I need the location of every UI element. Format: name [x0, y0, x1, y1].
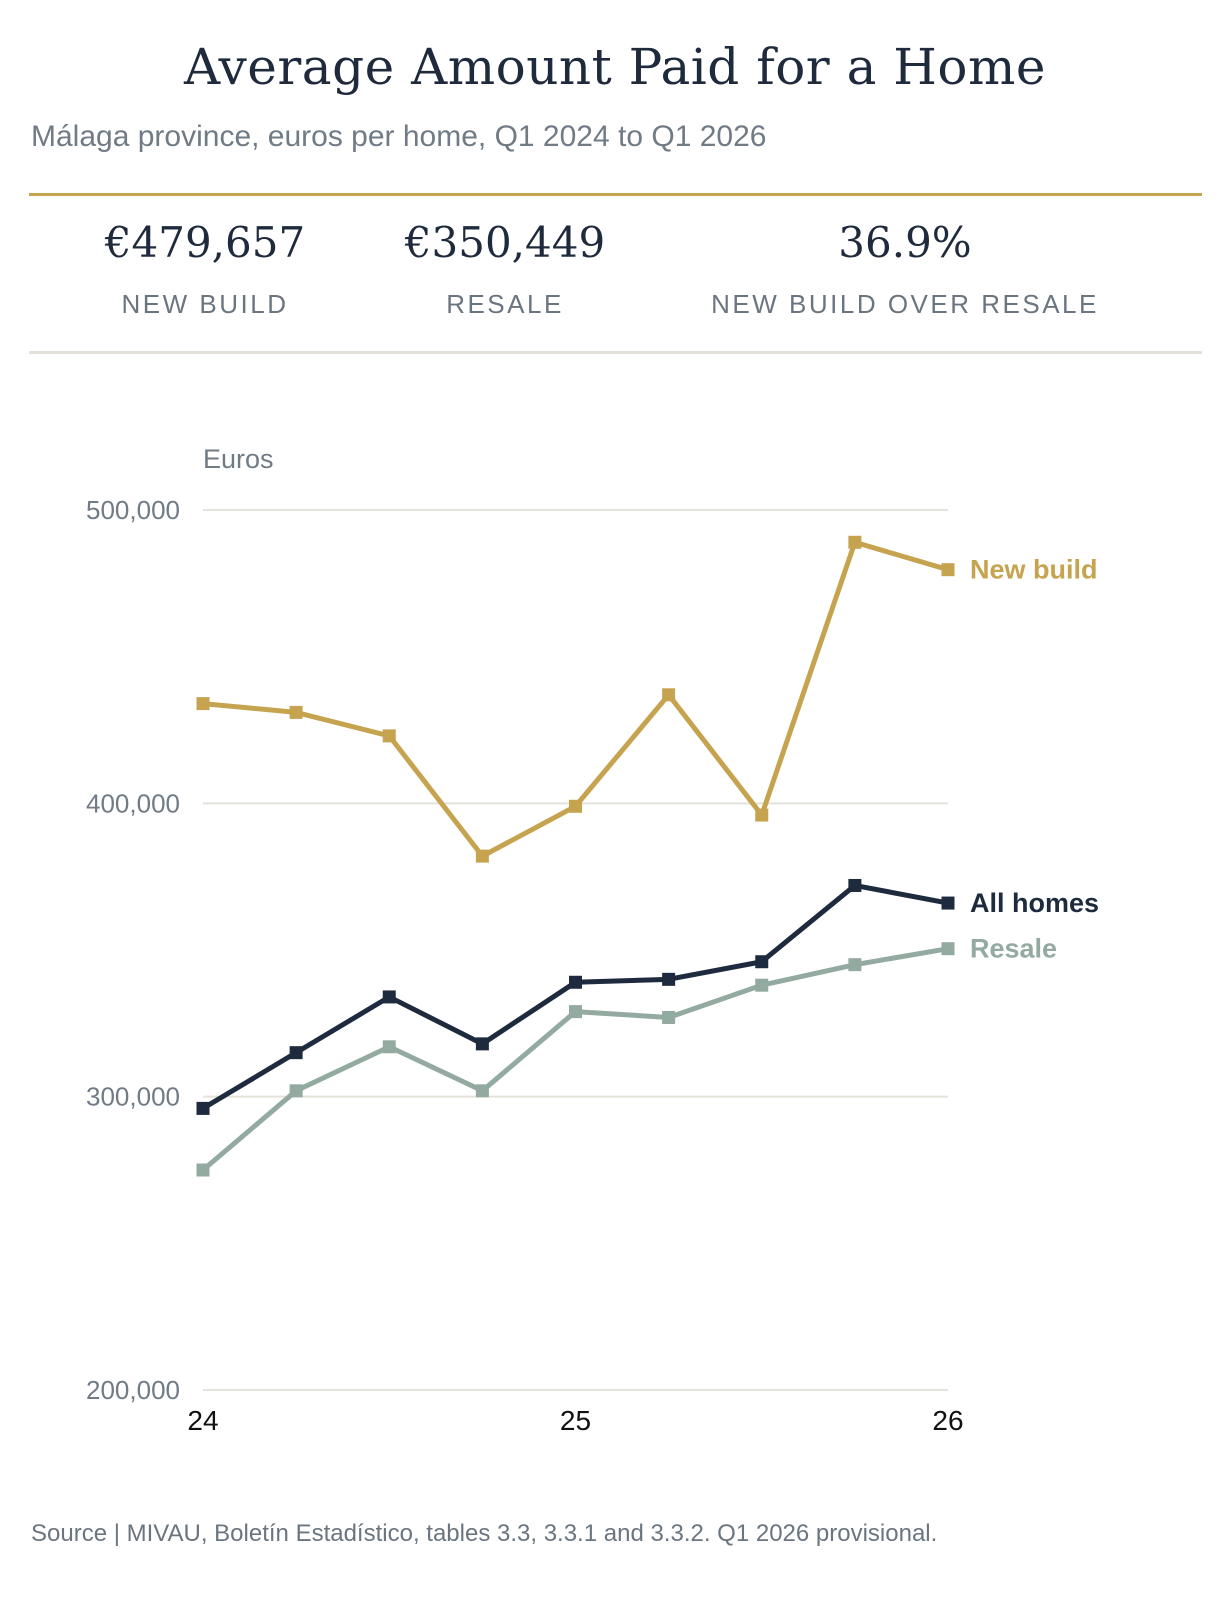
x-tick-label: 24: [187, 1405, 218, 1436]
data-point: [289, 1084, 303, 1098]
data-point: [196, 697, 210, 711]
data-point: [755, 955, 769, 969]
x-tick-label: 25: [560, 1405, 591, 1436]
stat-new-build: €479,657 NEW BUILD: [60, 218, 350, 320]
data-point: [475, 1037, 489, 1051]
data-point: [848, 535, 862, 549]
data-point: [289, 705, 303, 719]
data-point: [941, 563, 955, 577]
top-divider: [29, 193, 1202, 196]
data-point: [662, 972, 676, 986]
y-tick-label: 200,000: [86, 1375, 180, 1405]
series-label: All homes: [970, 888, 1099, 918]
data-point: [382, 1040, 396, 1054]
stat-label: NEW BUILD: [121, 289, 289, 319]
x-tick-label: 26: [932, 1405, 963, 1436]
data-point: [848, 958, 862, 972]
data-point: [569, 975, 582, 989]
source-note: Source | MIVAU, Boletín Estadístico, tab…: [31, 1520, 938, 1547]
data-point: [475, 849, 489, 863]
stat-value: 36.9%: [838, 218, 972, 267]
series-line: [200, 882, 951, 1111]
y-axis-title: Euros: [203, 444, 274, 474]
stat-premium: 36.9% NEW BUILD OVER RESALE: [700, 218, 1110, 320]
series-label: Resale: [970, 934, 1057, 964]
data-point: [569, 1005, 582, 1019]
stat-label: RESALE: [446, 289, 564, 319]
data-point: [941, 896, 955, 910]
stat-label: NEW BUILD OVER RESALE: [711, 289, 1099, 319]
data-point: [289, 1046, 303, 1060]
bottom-divider: [29, 351, 1202, 354]
data-point: [755, 978, 769, 992]
y-tick-label: 300,000: [86, 1082, 180, 1112]
data-point: [662, 688, 676, 702]
stat-value: €350,449: [404, 218, 606, 267]
data-point: [382, 990, 396, 1004]
stat-resale: €350,449 RESALE: [360, 218, 650, 320]
data-point: [382, 729, 396, 743]
data-point: [196, 1101, 210, 1115]
stat-value: €479,657: [104, 218, 306, 267]
data-point: [848, 878, 862, 892]
data-point: [755, 808, 769, 822]
chart-title: Average Amount Paid for a Home: [183, 38, 1047, 96]
data-point: [662, 1010, 676, 1024]
data-point: [941, 942, 955, 956]
chart-subtitle: Málaga province, euros per home, Q1 2024…: [31, 120, 767, 153]
y-tick-label: 400,000: [86, 788, 180, 818]
series-label: New build: [970, 555, 1098, 585]
data-point: [196, 1163, 210, 1177]
data-point: [475, 1084, 489, 1098]
y-tick-label: 500,000: [86, 495, 180, 525]
data-point: [569, 799, 582, 813]
